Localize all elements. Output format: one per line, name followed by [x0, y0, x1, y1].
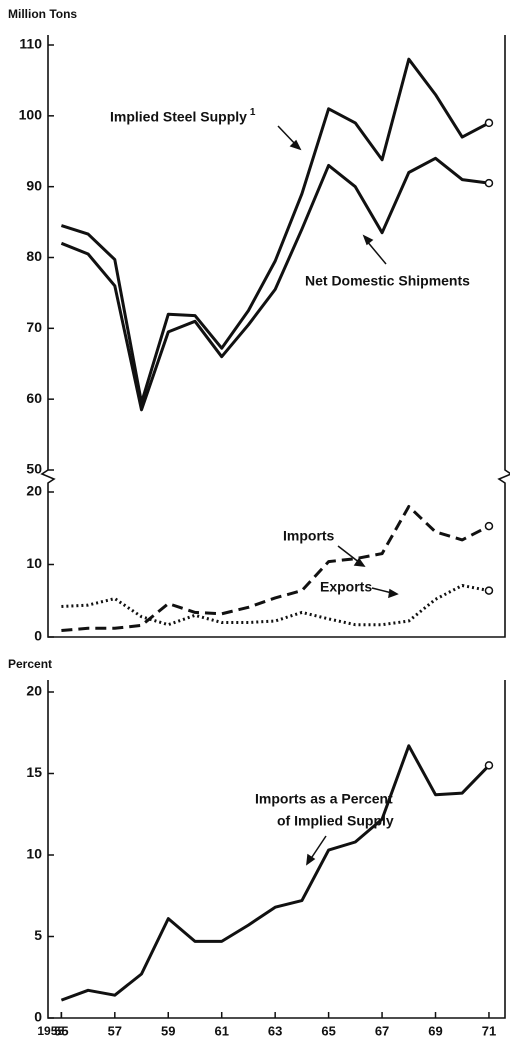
- series-line: [61, 584, 490, 627]
- y-tick-label: 110: [19, 36, 42, 52]
- series-label: Net Domestic Shipments: [305, 273, 470, 289]
- y-tick-label: 70: [26, 319, 42, 335]
- x-tick-label: 71: [482, 1023, 496, 1038]
- arrowhead: [388, 588, 399, 599]
- y-tick-label: 10: [26, 846, 42, 862]
- series-line: [60, 744, 491, 1002]
- arrow: [309, 835, 327, 861]
- arrowhead: [353, 557, 366, 567]
- y-tick-label: 80: [26, 248, 42, 264]
- end-marker: [484, 761, 494, 770]
- y-tick-label: 50: [26, 461, 42, 477]
- x-tick-label: 57: [108, 1023, 122, 1038]
- arrow: [371, 587, 393, 594]
- end-marker: [484, 521, 494, 531]
- arrowhead: [289, 139, 302, 151]
- y-tick-label: 90: [26, 177, 42, 193]
- end-marker: [484, 118, 494, 128]
- y-tick-label: 5: [34, 927, 42, 943]
- y-tick-label: 20: [26, 483, 42, 499]
- y-tick-label: 0: [34, 1009, 42, 1025]
- series-label: Exports: [320, 579, 372, 595]
- x-tick-label: 59: [161, 1023, 175, 1038]
- x-tick-label: 69: [428, 1023, 442, 1038]
- series-line: [60, 57, 490, 405]
- y-tick-label: 100: [19, 107, 43, 123]
- footnote-mark: 1: [250, 107, 256, 118]
- arrowhead: [362, 234, 374, 246]
- y-tick-label: 20: [26, 683, 42, 699]
- series-label: of Implied Supply: [277, 813, 394, 829]
- series-line: [60, 156, 490, 412]
- x-tick-label: 55: [54, 1023, 68, 1038]
- x-tick-label: 63: [268, 1023, 282, 1038]
- series-label: Imports as a Percent: [255, 791, 393, 807]
- top-frame: [40, 35, 510, 638]
- x-tick-label: 65: [321, 1023, 335, 1038]
- series-label: Implied Steel Supply 1: [110, 107, 256, 125]
- y-tick-label: 10: [26, 555, 42, 571]
- x-tick-label: 61: [214, 1023, 228, 1038]
- y-tick-label: 60: [26, 390, 42, 406]
- series-line: [61, 505, 490, 632]
- series-label: Imports: [283, 528, 335, 544]
- y-tick-label: 15: [26, 764, 42, 780]
- y-axis-label: Million Tons: [8, 7, 77, 21]
- end-marker: [484, 178, 494, 188]
- x-tick-label: 67: [375, 1023, 389, 1038]
- arrow: [337, 545, 361, 564]
- arrow: [365, 239, 387, 265]
- arrowhead: [306, 853, 316, 866]
- y-tick-label: 0: [34, 628, 42, 644]
- y-axis-label: Percent: [8, 657, 52, 671]
- x-tick-label: 1955: [37, 1024, 64, 1038]
- bottom-frame: [47, 680, 506, 1019]
- frame: [40, 35, 510, 1019]
- end-marker: [484, 586, 494, 595]
- arrows: [277, 125, 399, 866]
